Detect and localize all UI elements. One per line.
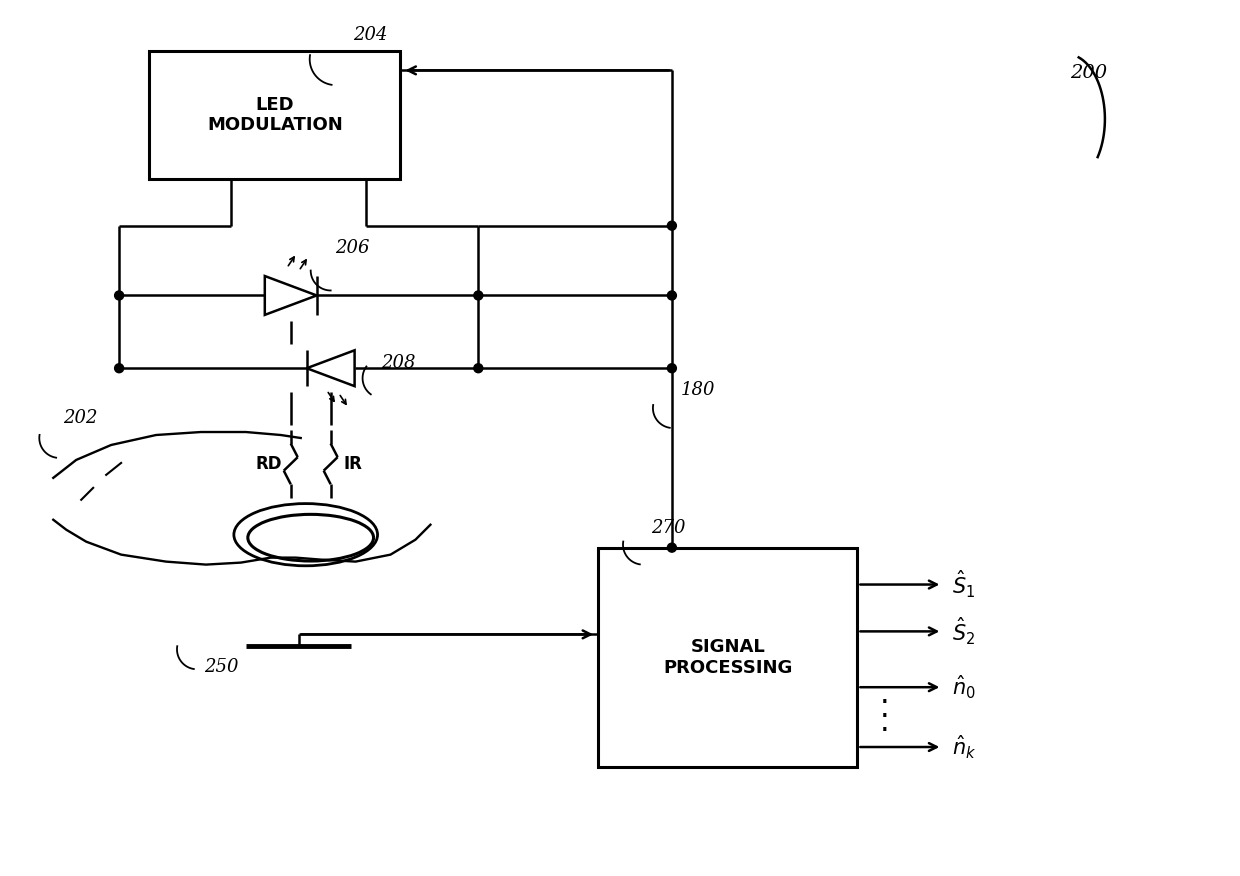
Circle shape <box>667 291 676 300</box>
Polygon shape <box>306 350 355 386</box>
Text: 270: 270 <box>651 519 686 537</box>
Text: RD: RD <box>255 455 281 473</box>
Text: IR: IR <box>343 455 362 473</box>
Bar <box>149 51 401 179</box>
Text: SIGNAL
PROCESSING: SIGNAL PROCESSING <box>663 638 792 676</box>
Polygon shape <box>265 276 316 314</box>
Circle shape <box>667 364 676 372</box>
Text: 180: 180 <box>681 381 715 399</box>
Text: 204: 204 <box>353 26 388 45</box>
Circle shape <box>667 221 676 230</box>
Ellipse shape <box>234 504 377 566</box>
Circle shape <box>474 291 482 300</box>
Text: ·: · <box>879 689 889 717</box>
Text: 200: 200 <box>1070 64 1107 82</box>
Text: 206: 206 <box>335 238 370 257</box>
Circle shape <box>474 364 482 372</box>
Bar <box>598 548 858 767</box>
Text: 250: 250 <box>203 658 238 676</box>
Circle shape <box>114 291 124 300</box>
Text: $\hat{S}_1$: $\hat{S}_1$ <box>952 569 976 600</box>
Text: 202: 202 <box>63 409 98 427</box>
Text: ·: · <box>879 703 889 731</box>
Text: $\hat{S}_2$: $\hat{S}_2$ <box>952 616 976 647</box>
Text: LED
MODULATION: LED MODULATION <box>207 95 342 134</box>
Text: $\hat{n}_k$: $\hat{n}_k$ <box>952 733 977 760</box>
Text: 208: 208 <box>381 354 415 372</box>
Circle shape <box>667 543 676 552</box>
Circle shape <box>114 364 124 372</box>
Text: ·: · <box>879 717 889 745</box>
Text: $\hat{n}_0$: $\hat{n}_0$ <box>952 674 976 701</box>
